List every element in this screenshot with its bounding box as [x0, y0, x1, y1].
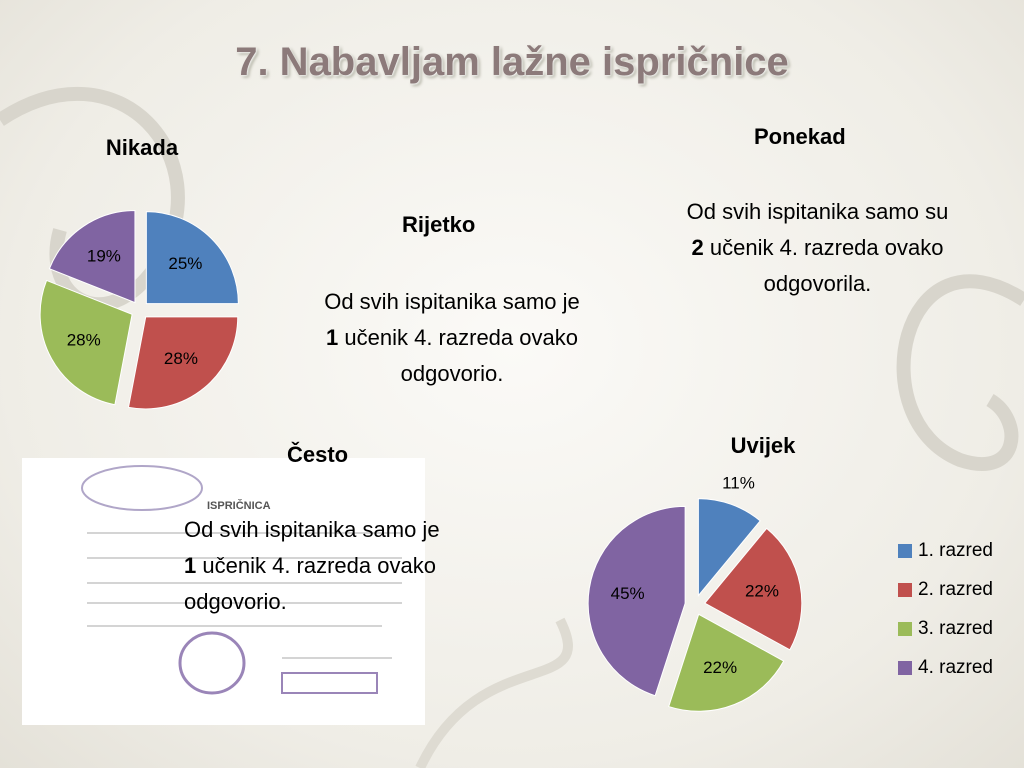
legend-swatch [898, 544, 912, 558]
slide-title: 7. Nabavljam lažne ispričnice [235, 40, 789, 84]
chart-title: Uvijek [731, 433, 797, 458]
legend-swatch [898, 583, 912, 597]
stamp [281, 672, 378, 694]
note-heading: Često [287, 442, 349, 467]
note-before: Od svih ispitanika samo su [686, 199, 949, 224]
note-count: 2 [691, 235, 704, 260]
excuse-note-image: ISPRIČNICA [22, 458, 425, 725]
note-heading: Rijetko [402, 212, 476, 237]
excuse-note-drawing: ISPRIČNICA [81, 465, 402, 695]
stamp [81, 465, 203, 511]
pie-slice [668, 613, 785, 712]
data-label: 25% [168, 254, 202, 273]
image-caption: ISPRIČNICA [207, 499, 271, 512]
legend-label: 1. razred [918, 540, 993, 561]
legend-label: 4. razred [918, 657, 993, 678]
data-label: 19% [87, 246, 121, 265]
legend-swatch [898, 661, 912, 675]
note-before: Od svih ispitanika samo je [324, 289, 580, 314]
pie-slice [145, 211, 239, 305]
data-label: 28% [164, 349, 198, 368]
note-after: učenik 4. razreda ovako odgovorio. [344, 325, 578, 386]
legend-swatch [898, 622, 912, 636]
pie-slice [697, 498, 761, 597]
note-heading: Ponekad [754, 124, 846, 149]
note-count: 1 [326, 325, 339, 350]
data-label: 28% [67, 330, 101, 349]
note-text: Od svih ispitanika samo je 1 učenik 4. ra… [282, 284, 622, 392]
legend-label: 3. razred [918, 618, 993, 639]
pie-slice [127, 316, 239, 410]
swirl [896, 274, 1024, 471]
data-label: 11% [722, 474, 755, 493]
pie-slice [587, 505, 686, 697]
pie-slice [704, 527, 803, 651]
form-lines [87, 532, 402, 659]
pie-slice [39, 279, 133, 406]
note-after: učenik 4. razreda ovako odgovorila. [709, 235, 944, 296]
data-label: 22% [745, 582, 779, 601]
stamp [178, 631, 246, 695]
swirl [415, 617, 573, 768]
chart-title: Nikada [106, 135, 179, 160]
pie-slice [48, 210, 136, 304]
note-text: Od svih ispitanika samo su 2 učenik 4. ra… [645, 194, 990, 302]
data-label: 22% [703, 658, 737, 677]
data-label: 45% [611, 584, 645, 603]
note-count: 1 [184, 553, 197, 578]
note-before: Od svih ispitanika samo je [184, 517, 440, 542]
note-after: učenik 4. razreda ovako odgovorio. [184, 553, 436, 614]
legend-label: 2. razred [918, 579, 993, 600]
note-text: Od svih ispitanika samo je 1 učenik 4. ra… [184, 512, 519, 620]
